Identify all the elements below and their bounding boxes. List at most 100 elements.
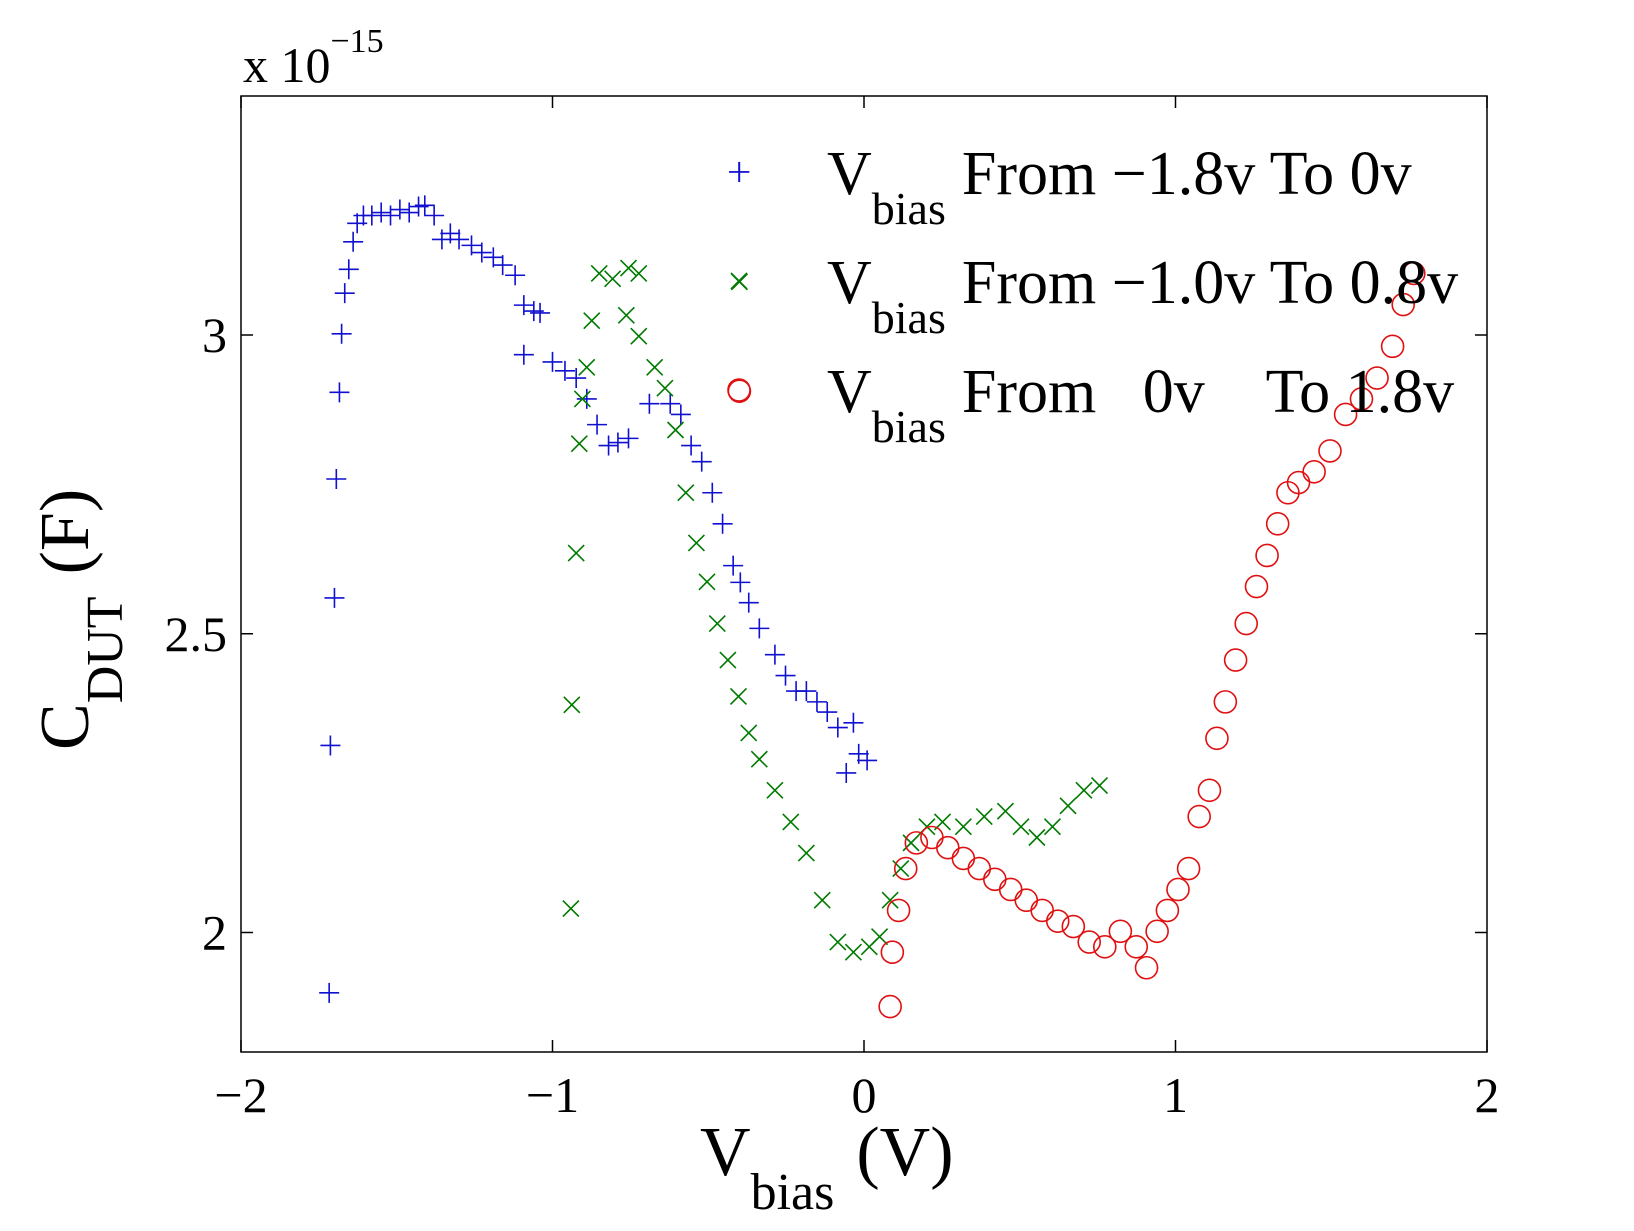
legend-text: From −1.0v To 0.8v [962, 249, 1458, 317]
data-point [319, 982, 340, 1003]
data-point [1244, 574, 1269, 599]
legend-label: Vbias From −1.8v To 0v [827, 140, 1412, 234]
data-point [566, 368, 587, 389]
data-point [666, 421, 685, 439]
data-point [749, 618, 770, 639]
y-axis-label: CDUT (F) [27, 489, 134, 750]
data-point [1255, 543, 1279, 568]
legend-text: From −1.8v To 0v [962, 140, 1412, 208]
data-point [782, 813, 800, 831]
data-point [797, 844, 815, 862]
data-point [1166, 877, 1190, 902]
data-point [1108, 919, 1133, 944]
data-point [723, 555, 744, 576]
data-point [677, 484, 695, 502]
data-point [1124, 935, 1149, 959]
data-point [324, 587, 345, 608]
data-point [607, 432, 628, 453]
data-point [389, 199, 410, 220]
data-point [1059, 797, 1077, 815]
data-point [598, 435, 619, 456]
y-tick-label: 3 [202, 307, 227, 363]
y-multiplier: x 10−15 [243, 23, 384, 93]
data-point [562, 900, 580, 918]
legend-subscript: bias [872, 183, 946, 234]
data-point [617, 306, 635, 324]
data-point [843, 712, 864, 733]
data-point [326, 468, 347, 489]
data-point [902, 834, 920, 852]
data-point [829, 933, 847, 951]
data-point [881, 891, 899, 909]
data-point [1234, 611, 1259, 636]
data-point [708, 615, 726, 633]
data-point [750, 750, 768, 768]
data-point [740, 724, 758, 742]
data-point [1302, 460, 1326, 484]
multiplier-exponent: −15 [331, 23, 384, 60]
data-point [766, 781, 784, 799]
data-point [691, 451, 712, 472]
data-point [817, 702, 838, 723]
data-point [764, 644, 785, 665]
data-point [878, 994, 902, 1019]
data-point [730, 572, 751, 593]
data-point [630, 264, 648, 283]
data-point [1349, 387, 1374, 411]
legend-subscript: bias [872, 401, 946, 452]
data-point [681, 435, 702, 456]
data-point [414, 195, 435, 216]
data-point [1028, 828, 1046, 847]
data-point [530, 302, 551, 323]
x-label-sub: bias [751, 1164, 835, 1221]
data-point [1213, 690, 1238, 714]
data-point [1380, 334, 1405, 359]
data-point [904, 831, 929, 855]
y-label-unit: (F) [27, 489, 104, 575]
data-point [1265, 512, 1290, 536]
data-point [618, 428, 639, 449]
data-point [630, 327, 648, 345]
data-point [1318, 439, 1342, 463]
data-point [871, 928, 889, 946]
data-point [646, 358, 664, 376]
data-point [554, 360, 575, 381]
data-point [880, 940, 905, 965]
data-point [1176, 856, 1201, 881]
data-point [996, 802, 1014, 820]
data-point [1134, 955, 1159, 980]
data-point [1075, 781, 1093, 799]
x-tick-label: 1 [1163, 1067, 1188, 1123]
data-point [1205, 726, 1229, 751]
data-point [449, 229, 470, 250]
multiplier-base: x 10 [243, 37, 331, 93]
legend-text: From 0v To 1.8v [962, 358, 1454, 426]
data-point [513, 344, 534, 365]
x-tick-label: −2 [214, 1067, 267, 1123]
data-point [827, 717, 848, 738]
data-point [1391, 292, 1416, 317]
data-point [893, 856, 918, 881]
data-point [1092, 935, 1117, 959]
data-point [857, 750, 878, 771]
data-point [806, 691, 827, 712]
data-point [1090, 776, 1109, 795]
data-point [583, 312, 601, 330]
data-point [320, 735, 341, 756]
data-point [619, 259, 638, 277]
data-point [1061, 914, 1086, 939]
data-point [1197, 778, 1222, 803]
data-point [660, 393, 681, 414]
data-point [424, 205, 445, 226]
data-point [712, 513, 733, 534]
legend-symbol: V [827, 140, 872, 208]
data-point [334, 283, 355, 304]
data-point [670, 404, 691, 425]
data-point [1223, 648, 1248, 672]
data-point [329, 382, 350, 403]
data-point [331, 323, 352, 344]
y-label-main: C [27, 703, 104, 750]
data-point [1077, 930, 1102, 954]
data-point [813, 891, 831, 909]
